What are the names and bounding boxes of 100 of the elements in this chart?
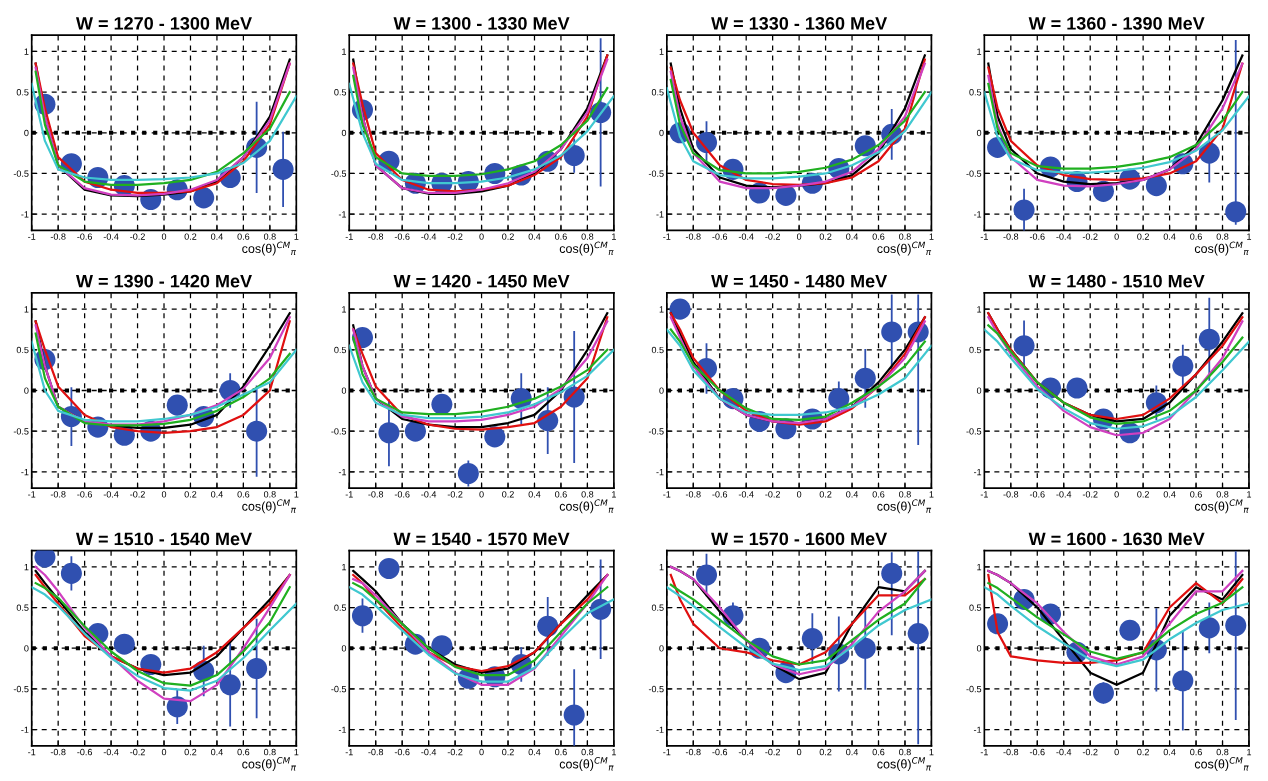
chart-title: W = 1270 - 1300 MeV [75,16,252,30]
point [881,321,903,343]
x-tick-label: 0 [1114,491,1119,498]
point [1198,328,1220,350]
y-tick-label: 1 [24,563,29,571]
x-tick-label: 0 [479,748,484,756]
x-tick-label: 0.2 [819,491,832,498]
point [246,658,268,680]
x-tick-label: 0.6 [1190,491,1202,498]
y-tick-label: 0 [341,129,347,137]
y-tick-label: -1 [338,726,347,733]
x-tick-label: -0.2 [447,491,463,498]
x-tick-label: 0 [161,748,167,756]
x-tick-label: -0.4 [103,491,119,498]
x-tick-label: -0.2 [130,491,145,498]
y-tick-label: 0 [659,129,664,137]
x-tick-label: 0.4 [846,748,859,756]
y-tick-label: 0 [24,645,29,652]
y-tick-label: 1 [977,306,982,313]
x-tick-label: 0.6 [237,748,250,756]
x-axis-title: cos(θ)$^{CM}$$_{π}$ [1194,241,1249,256]
point [60,562,82,584]
point [1119,619,1141,641]
y-tick-label: 1 [24,48,29,55]
x-tick-label: 0.4 [211,491,223,498]
point [378,422,400,444]
chart-title: W = 1450 - 1480 MeV [711,274,888,288]
y-tick-label: -1 [656,468,664,476]
y-tick-label: 0 [24,387,29,394]
x-axis-title: cos(θ)$^{CM}$$_{π}$ [1194,757,1249,771]
x-tick-label: -0.2 [447,748,463,756]
point [1013,199,1035,221]
x-tick-label: 0.8 [1216,748,1229,756]
x-tick-label: -0.4 [1056,491,1072,498]
point [537,615,559,637]
point [1066,377,1088,399]
y-tick-label: 0.5 [16,604,29,611]
x-tick-label: -0.8 [50,748,66,756]
x-tick-label: 0.4 [528,491,541,498]
x-tick-label: -0.2 [130,233,145,240]
x-tick-label: -0.8 [1003,233,1019,240]
y-tick-label: -0.5 [648,170,664,177]
x-tick-label: 0.4 [528,233,541,240]
x-tick-label: -0.6 [394,748,410,756]
y-tick-label: 1 [659,306,664,313]
line-series [987,82,1244,170]
y-tick-label: 0.5 [651,346,664,354]
point [219,674,241,696]
x-tick-label: -0.6 [77,748,93,756]
y-tick-label: -0.5 [966,428,982,435]
x-tick-label: 0 [161,233,167,240]
x-tick-label: -0.6 [712,748,728,756]
x-tick-label: -0.6 [712,233,728,240]
x-axis-title: cos(θ)$^{CM}$$_{π}$ [242,757,297,771]
line-series [666,586,932,672]
x-tick-label: 0.6 [555,233,567,240]
x-tick-label: 0.6 [555,491,567,498]
point [1225,201,1247,223]
point [457,462,479,485]
x-tick-label: 0.4 [1163,748,1176,756]
x-tick-label: -0.8 [368,748,384,756]
x-tick-label: 1 [1247,748,1252,756]
y-tick-label: -1 [338,211,347,218]
x-tick-label: -0.2 [447,233,463,240]
y-tick-label: 1 [977,563,982,571]
x-tick-label: 0.2 [819,233,832,240]
chart-title: W = 1600 - 1630 MeV [1028,532,1205,546]
x-tick-label: 0.4 [846,491,859,498]
point [854,367,876,389]
y-tick-label: 1 [342,563,347,571]
y-tick-label: 0.5 [969,604,982,611]
x-tick-label: 1 [929,233,934,240]
x-tick-label: 0 [161,491,167,498]
x-tick-label: 0.8 [1216,491,1229,498]
y-tick-label: 0 [341,645,347,652]
x-tick-label: 0 [479,491,484,498]
y-tick-label: 0.5 [969,346,982,354]
y-tick-label: -1 [21,468,29,476]
x-tick-label: 1 [294,748,299,756]
y-tick-label: 0.5 [334,604,347,611]
y-tick-label: -0.5 [13,170,29,177]
x-tick-label: -0.8 [368,233,384,240]
chart-title: W = 1570 - 1600 MeV [711,532,888,546]
x-tick-label: 0 [796,491,802,498]
y-tick-label: 0 [24,129,29,137]
x-tick-label: -0.2 [765,491,780,498]
y-tick-label: -0.5 [648,428,664,435]
x-tick-label: 0.6 [872,233,885,240]
x-axis-title: cos(θ)$^{CM}$$_{π}$ [1194,499,1249,514]
x-tick-label: -0.6 [394,233,410,240]
chart-title: W = 1330 - 1360 MeV [711,16,888,30]
x-tick-label: -0.2 [130,748,145,756]
x-tick-label: -0.8 [1003,491,1019,498]
x-tick-label: -0.4 [1056,748,1072,756]
x-tick-label: 0.8 [581,748,594,756]
x-tick-label: 0.8 [581,491,594,498]
chart-title: W = 1300 - 1330 MeV [393,16,570,30]
y-tick-label: -0.5 [331,685,347,693]
x-tick-label: -0.2 [765,233,780,240]
x-tick-label: -0.8 [685,491,701,498]
